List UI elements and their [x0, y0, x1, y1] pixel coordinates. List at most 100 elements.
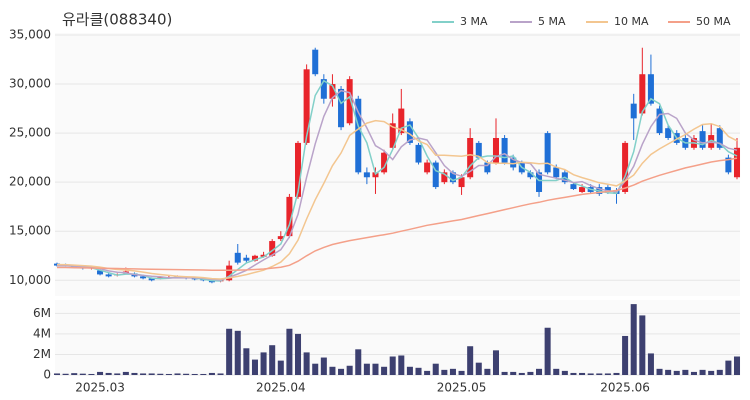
volume-bar	[708, 370, 715, 375]
candle-body	[570, 184, 577, 190]
volume-bar	[665, 369, 672, 375]
candle-body	[579, 187, 586, 192]
volume-bar	[458, 370, 465, 375]
candle-body	[363, 172, 370, 178]
ma-line	[57, 119, 738, 280]
y-tick-label: 6M	[33, 306, 51, 320]
candle-body	[665, 128, 672, 139]
volume-bar	[536, 368, 543, 375]
volume-bar	[613, 372, 620, 375]
candle-body	[148, 278, 155, 281]
candle-body	[295, 142, 302, 197]
x-tick-label: 2025.03	[75, 381, 125, 395]
candle-body	[260, 254, 267, 257]
candle-body	[510, 157, 517, 168]
volume-bar	[312, 363, 319, 375]
volume-bar	[53, 373, 61, 375]
volume-bar	[295, 333, 302, 375]
candle-body	[415, 144, 422, 163]
y-tick-label: 20,000	[9, 175, 51, 189]
volume-bar	[570, 372, 577, 375]
candle-body	[381, 152, 388, 173]
volume-bar	[622, 335, 629, 375]
volume-bar	[320, 357, 327, 375]
volume-bar	[561, 370, 568, 375]
volume-bar	[604, 373, 611, 375]
volume-bar	[363, 363, 370, 375]
candle-body	[544, 133, 551, 173]
volume-bar	[165, 373, 172, 375]
legend-label: 5 MA	[538, 15, 566, 28]
candle-body	[355, 98, 362, 173]
volume-bar	[579, 372, 586, 375]
volume-bar	[501, 371, 508, 375]
volume-bar	[690, 371, 697, 375]
legend-label: 50 MA	[696, 15, 731, 28]
legend-label: 3 MA	[460, 15, 488, 28]
candle-body	[406, 121, 413, 143]
volume-bar	[208, 372, 215, 375]
y-tick-label: 4M	[33, 326, 51, 340]
volume-bar	[467, 346, 474, 375]
volume-bar	[217, 373, 224, 375]
candle-body	[312, 49, 319, 75]
volume-bar	[716, 369, 723, 375]
volume-bar	[303, 352, 310, 375]
y-tick-label: 15,000	[9, 224, 51, 238]
volume-bar	[346, 365, 353, 375]
volume-bar	[79, 373, 86, 375]
volume-bar	[338, 368, 345, 375]
legend-label: 10 MA	[614, 15, 649, 28]
x-tick-label: 2025.04	[256, 381, 306, 395]
volume-bar	[183, 373, 190, 375]
candle-body	[251, 255, 258, 261]
candle-body	[467, 138, 474, 178]
candle-body	[226, 265, 233, 281]
volume-bar	[277, 360, 284, 375]
volume-bar	[114, 373, 121, 375]
volume-bar	[725, 360, 732, 375]
y-tick-label: 2M	[33, 347, 51, 361]
volume-bar	[647, 353, 654, 375]
volume-bar	[699, 369, 706, 375]
candle-body	[458, 177, 465, 188]
y-tick-label: 0	[43, 368, 51, 382]
volume-bar	[243, 348, 250, 375]
candle-body	[733, 147, 741, 178]
volume-bar	[122, 371, 129, 375]
candle-body	[492, 138, 499, 163]
volume-bar	[639, 315, 646, 375]
candle-body	[725, 157, 732, 173]
volume-bar	[355, 349, 362, 375]
candle-body	[647, 74, 654, 104]
volume-panel	[55, 300, 740, 375]
candle-body	[277, 236, 284, 240]
volume-bar	[587, 373, 594, 375]
volume-bar	[140, 373, 147, 375]
candle-body	[432, 162, 439, 188]
candle-body	[243, 257, 250, 261]
candle-body	[389, 123, 396, 148]
ma-line	[57, 89, 738, 281]
volume-bar	[71, 373, 78, 375]
candle-body	[630, 103, 637, 119]
volume-bar	[682, 369, 689, 375]
candle-body	[338, 88, 345, 128]
candle-body	[484, 162, 491, 173]
candle-body	[716, 128, 723, 148]
candle-body	[320, 79, 327, 99]
volume-bar	[510, 371, 517, 375]
volume-bar	[398, 355, 405, 375]
volume-bar	[527, 371, 534, 375]
candle-body	[424, 162, 431, 173]
candle-body	[708, 135, 715, 148]
volume-bar	[424, 370, 431, 375]
chart-title: 유라클(088340)	[62, 11, 172, 29]
volume-bar	[432, 363, 439, 375]
volume-bar	[389, 356, 396, 375]
volume-bar	[381, 366, 388, 375]
volume-bar	[234, 330, 241, 375]
candle-body	[398, 108, 405, 134]
volume-bar	[475, 362, 482, 375]
